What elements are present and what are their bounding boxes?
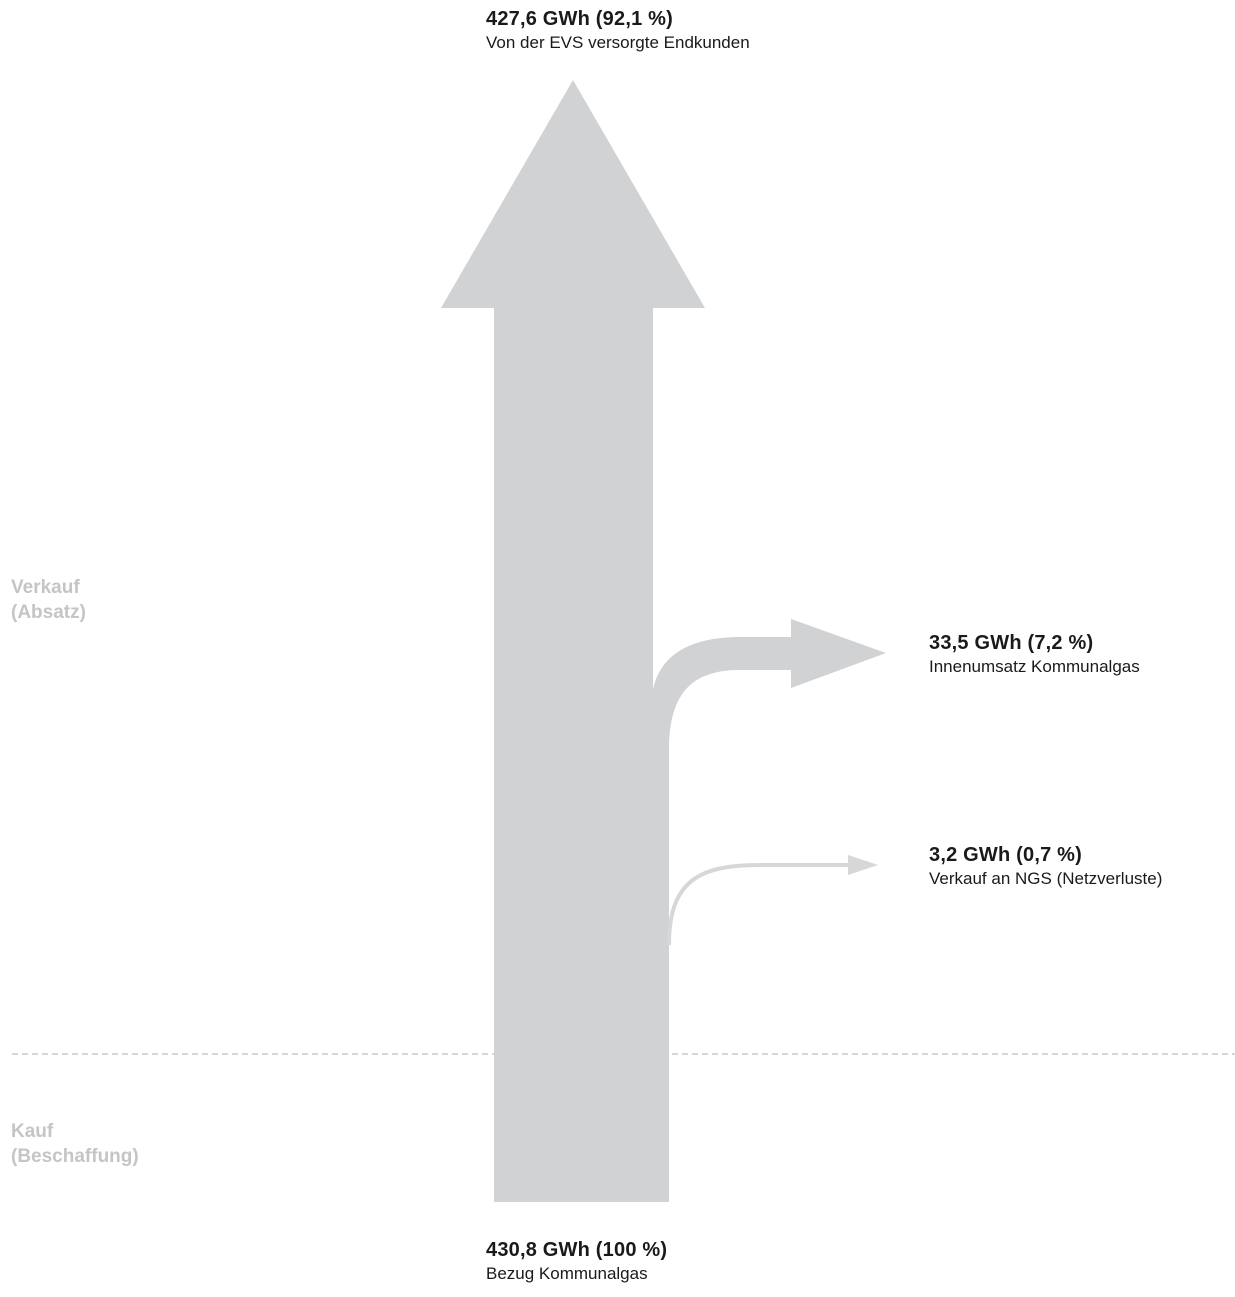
section-label-kauf-line1: Kauf — [11, 1121, 54, 1142]
source-desc: Bezug Kommunalgas — [486, 1264, 648, 1283]
branch-2-desc: Verkauf an NGS (Netzverluste) — [929, 869, 1163, 888]
source-value: 430,8 GWh (100 %) — [486, 1239, 668, 1261]
section-label-verkauf-line1: Verkauf — [11, 577, 80, 598]
branch-2-value: 3,2 GWh (0,7 %) — [929, 844, 1083, 866]
branch-1-value: 33,5 GWh (7,2 %) — [929, 632, 1094, 654]
label-source: 430,8 GWh (100 %) Bezug Kommunalgas — [486, 1237, 667, 1285]
label-main-out: 427,6 GWh (92,1 %) Von der EVS versorgte… — [486, 6, 750, 54]
label-branch-2: 3,2 GWh (0,7 %) Verkauf an NGS (Netzverl… — [929, 842, 1162, 890]
branch-1-desc: Innenumsatz Kommunalgas — [929, 657, 1140, 676]
main-out-desc: Von der EVS versorgte Endkunden — [486, 33, 750, 52]
section-label-kauf-line2: (Beschaffung) — [11, 1146, 139, 1168]
section-label-verkauf-line2: (Absatz) — [11, 602, 86, 624]
branch-arrow-innenumsatz — [653, 619, 886, 750]
branch-arrow-ngs — [667, 863, 850, 946]
label-branch-1: 33,5 GWh (7,2 %) Innenumsatz Kommunalgas — [929, 630, 1140, 678]
branch-flow-stem — [645, 740, 669, 1202]
section-label-verkauf: Verkauf (Absatz) — [11, 575, 86, 625]
main-flow-arrow — [441, 80, 705, 1202]
branch-arrowhead-ngs — [848, 855, 878, 875]
section-label-kauf: Kauf (Beschaffung) — [11, 1119, 139, 1169]
main-out-value: 427,6 GWh (92,1 %) — [486, 8, 673, 30]
